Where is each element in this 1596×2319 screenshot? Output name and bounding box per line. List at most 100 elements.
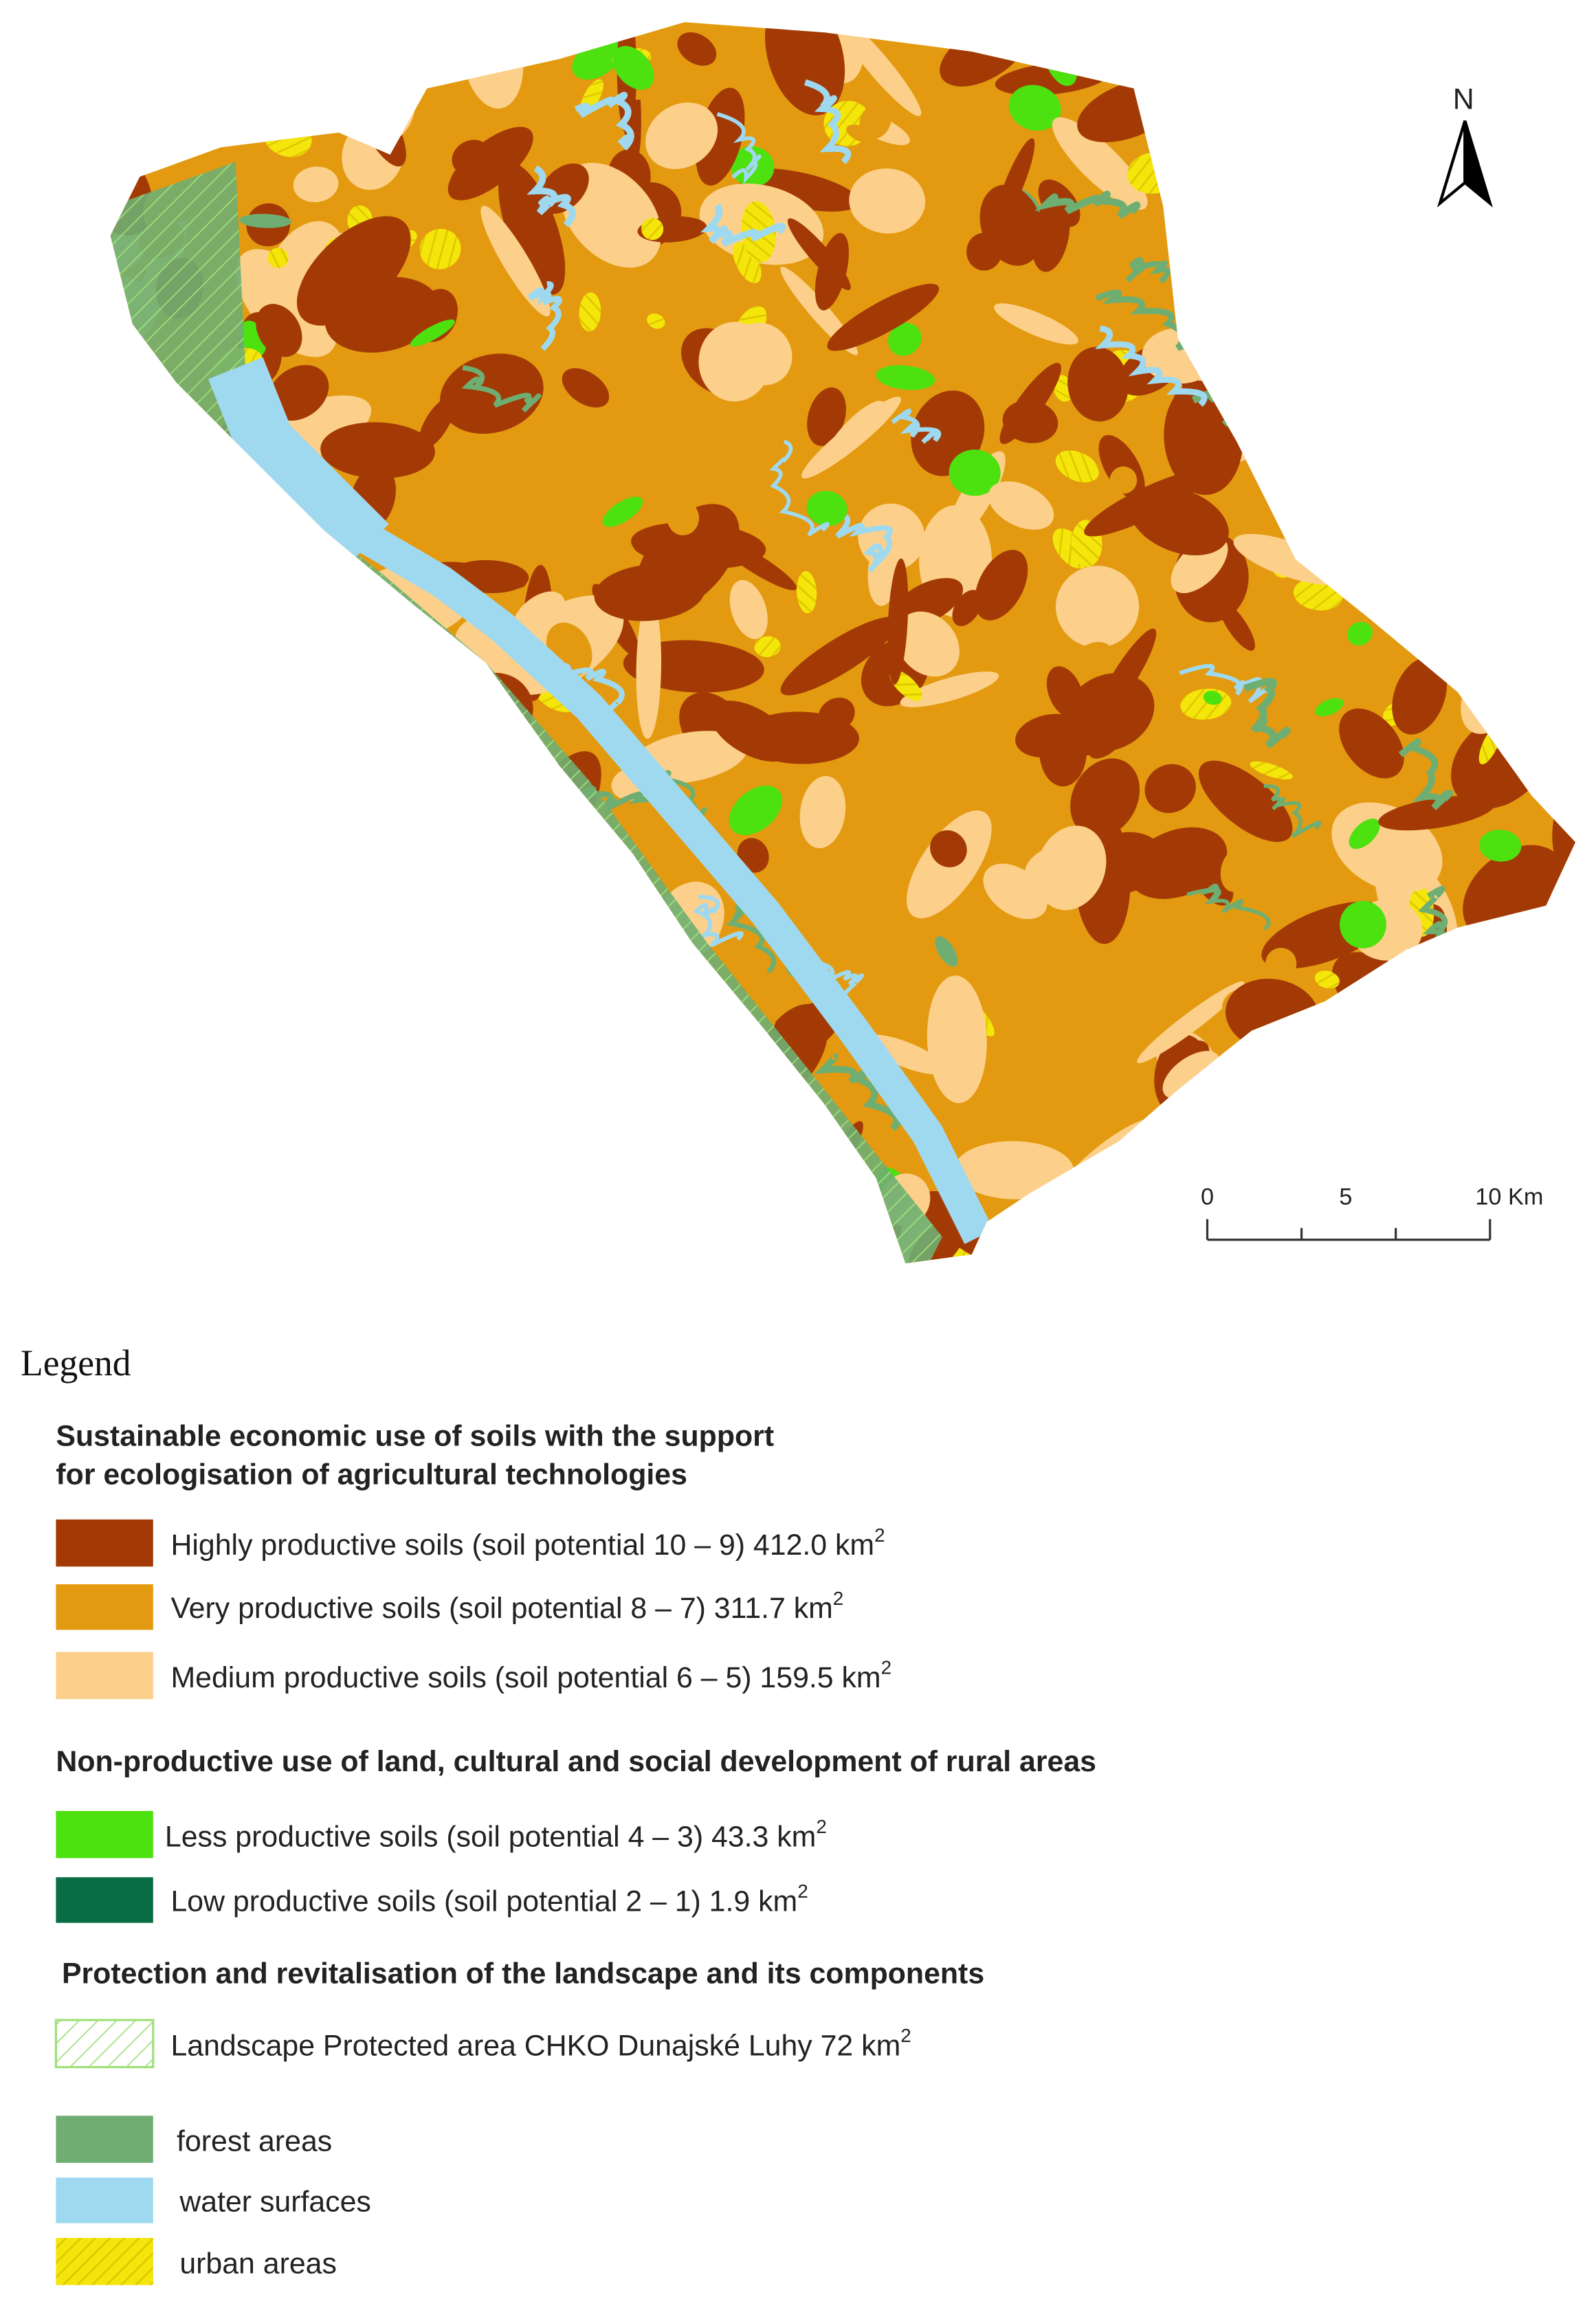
very-soil-patch xyxy=(1332,199,1379,241)
urban-patch xyxy=(687,1198,720,1231)
medium-soil-patch xyxy=(1056,566,1140,648)
medium-soil-patch xyxy=(983,863,1048,920)
high-soil-patch xyxy=(1067,346,1129,422)
urban-patch xyxy=(267,247,289,268)
less-soil-patch xyxy=(729,785,783,836)
high-soil-patch xyxy=(1031,197,1070,272)
high-soil-patch xyxy=(818,697,855,732)
urban-patch xyxy=(377,737,401,759)
medium-soil-patch xyxy=(480,206,551,317)
high-soil-patch xyxy=(780,617,899,696)
very-soil-patch xyxy=(277,531,328,583)
urban-patch xyxy=(1541,311,1576,350)
high-soil-patch xyxy=(206,852,275,922)
urban-patch xyxy=(653,1243,689,1264)
urban-patch xyxy=(1314,970,1340,989)
medium-soil-patch xyxy=(645,102,718,170)
urban-patch xyxy=(1523,662,1575,696)
high-soil-patch xyxy=(170,1150,234,1210)
high-soil-patch xyxy=(430,1155,551,1194)
medium-soil-patch xyxy=(988,481,1054,530)
urban-patch xyxy=(579,292,601,332)
high-soil-patch xyxy=(1335,188,1426,256)
high-soil-patch xyxy=(344,661,398,699)
scale-label: 10 Km xyxy=(1475,1184,1543,1210)
high-soil-patch xyxy=(709,700,793,762)
medium-soil-patch xyxy=(849,168,926,234)
high-soil-patch xyxy=(677,32,717,66)
high-soil-patch xyxy=(110,1181,179,1264)
very-soil-patch xyxy=(874,481,911,502)
urban-patch xyxy=(1353,334,1407,383)
less-soil-patch xyxy=(1349,819,1380,850)
stream xyxy=(1243,678,1291,749)
stream xyxy=(430,669,475,734)
less-soil-patch xyxy=(170,864,199,914)
urban-patch xyxy=(1381,238,1415,278)
superscript: 2 xyxy=(833,1588,843,1609)
legend-swatch xyxy=(56,1652,153,1700)
medium-soil-patch xyxy=(954,1141,1074,1199)
stream xyxy=(1398,738,1454,810)
high-soil-patch xyxy=(999,362,1061,445)
medium-soil-patch xyxy=(636,598,662,740)
high-soil-patch xyxy=(1505,992,1569,1039)
urban-patch xyxy=(333,744,366,802)
legend-label: Low productive soils (soil potential 2 –… xyxy=(170,1880,808,1918)
medium-soil-patch xyxy=(1261,175,1294,235)
map xyxy=(110,22,1576,1264)
high-soil-patch xyxy=(1219,601,1255,651)
very-soil-patch xyxy=(1268,1252,1286,1264)
stream xyxy=(1367,482,1458,511)
medium-soil-patch xyxy=(1137,981,1245,1063)
very-soil-patch xyxy=(213,1243,246,1264)
very-soil-patch xyxy=(110,1027,146,1074)
high-soil-patch xyxy=(151,934,222,1009)
stream xyxy=(769,439,830,537)
high-soil-patch xyxy=(979,184,1043,266)
urban-patch xyxy=(1173,104,1211,142)
arrow-left xyxy=(1437,120,1467,208)
medium-soil-patch xyxy=(1438,1057,1498,1085)
high-soil-patch xyxy=(126,1184,208,1233)
legend-swatch xyxy=(56,1810,153,1858)
less-soil-patch xyxy=(110,1208,135,1239)
river-mouth xyxy=(208,357,389,566)
high-soil-patch xyxy=(814,233,849,311)
urban-patch xyxy=(1250,761,1293,780)
high-soil-patch xyxy=(1120,22,1167,94)
high-soil-patch xyxy=(1399,963,1480,1072)
medium-soil-patch xyxy=(799,776,846,849)
scale-bar xyxy=(1206,1219,1492,1241)
stream xyxy=(461,365,542,413)
stream xyxy=(461,1036,511,1085)
stream xyxy=(498,947,538,1036)
very-soil-patch xyxy=(529,775,559,830)
legend-swatch xyxy=(56,1584,153,1630)
forest-patch xyxy=(135,532,167,553)
legend-swatch xyxy=(56,1519,153,1567)
less-soil-patch xyxy=(412,1033,458,1078)
very-soil-patch xyxy=(287,63,322,103)
high-soil-patch xyxy=(1434,316,1503,406)
very-soil-patch xyxy=(571,125,609,164)
high-soil-patch xyxy=(138,686,186,725)
high-soil-patch xyxy=(1320,131,1400,189)
medium-soil-patch xyxy=(1336,422,1402,502)
high-soil-patch xyxy=(594,564,705,621)
very-soil-patch xyxy=(1372,656,1398,691)
high-soil-patch xyxy=(717,538,797,590)
urban-patch xyxy=(754,636,781,658)
high-soil-patch xyxy=(737,838,769,873)
high-soil-patch xyxy=(676,1158,761,1252)
forest-patch xyxy=(935,936,958,967)
less-soil-patch xyxy=(887,322,922,356)
urban-patch xyxy=(562,799,586,824)
very-soil-patch xyxy=(707,468,748,493)
stream xyxy=(1094,325,1208,407)
high-soil-patch xyxy=(256,304,302,357)
medium-soil-patch xyxy=(1323,338,1444,418)
high-soil-patch xyxy=(887,558,909,685)
high-soil-patch xyxy=(283,840,318,874)
high-soil-patch xyxy=(434,1023,484,1094)
